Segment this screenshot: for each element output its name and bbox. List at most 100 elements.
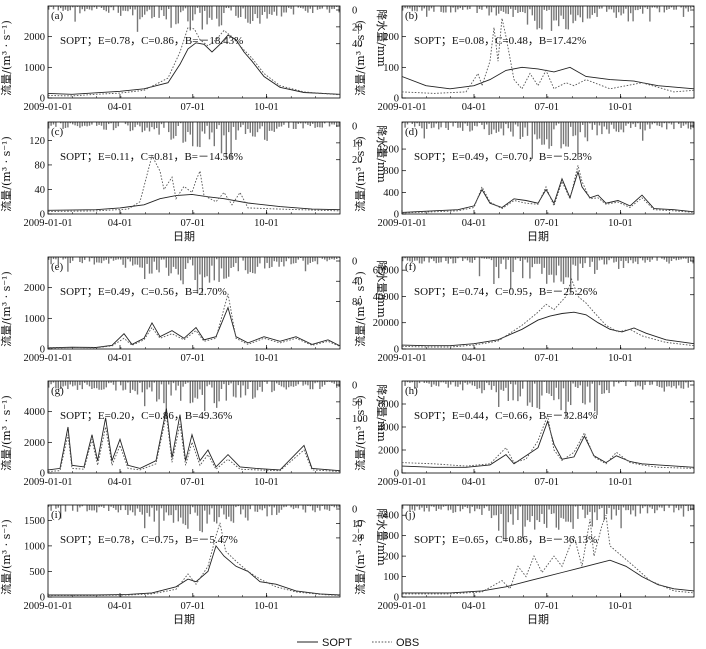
precip-bar (630, 6, 632, 14)
precip-bar (538, 505, 541, 522)
precip-bar (562, 381, 565, 389)
precip-bar (62, 257, 64, 260)
precip-bar (464, 257, 466, 259)
precip-bar (570, 505, 572, 523)
precip-bar (409, 6, 411, 9)
precip-bar (567, 381, 569, 402)
precip-bar (512, 122, 514, 137)
precip-bar (454, 381, 457, 387)
precip-bar (596, 257, 598, 270)
precip-bar (452, 257, 454, 264)
precip-bar (120, 381, 122, 386)
precip-bar (584, 381, 586, 405)
stats-annotation: SOPT；E=0.49，C=0.56，B=2.70% (60, 286, 227, 298)
precip-bar (81, 122, 83, 127)
y-axis-label: 流量/(m³ · s⁻¹) (353, 136, 367, 211)
precip-bar (553, 6, 555, 21)
precip-bar (565, 122, 567, 147)
precip-bar (199, 6, 201, 13)
precip-bar (259, 505, 261, 510)
precip-bar (295, 257, 297, 264)
precip-bar (206, 122, 208, 126)
precip-bar (469, 505, 471, 514)
precip-bar (228, 505, 230, 517)
precip-bar (596, 381, 598, 416)
precip-bar (295, 122, 297, 129)
precip-bar (478, 257, 481, 277)
precip-bar (201, 6, 203, 30)
precip-bar (682, 505, 685, 517)
precip-bar (141, 381, 143, 393)
precip-bar (462, 6, 464, 10)
precip-bar (220, 6, 223, 26)
precip-bar (254, 257, 256, 274)
precip-bar (182, 381, 184, 387)
precip-bar (502, 122, 505, 136)
precip-bar (454, 505, 457, 513)
precip-bar (546, 122, 548, 140)
x-tick-label: 2009-01-01 (378, 353, 427, 364)
precip-bar (285, 6, 287, 13)
precip-bar (208, 257, 211, 283)
precip-bar (430, 6, 433, 9)
precip-bar (249, 505, 251, 510)
precip-bar (615, 122, 617, 132)
precip-tick-label: 50 (352, 397, 363, 408)
panel-label: (j) (405, 509, 416, 521)
precip-bar (493, 381, 495, 386)
x-tick-label: 10-01 (608, 102, 633, 113)
precip-bar (324, 505, 326, 510)
precip-bar (416, 6, 418, 12)
precip-bar (189, 381, 191, 404)
precip-bar (502, 257, 505, 260)
precip-bar (115, 381, 117, 391)
precip-bar (96, 505, 98, 513)
precip-bar (488, 122, 490, 136)
y-tick-label: 400 (383, 511, 399, 522)
precip-bar (271, 257, 273, 267)
precip-bar (247, 257, 249, 274)
precip-bar (129, 6, 131, 10)
precip-bar (634, 381, 637, 387)
precip-bar (280, 257, 283, 262)
precip-bar (307, 6, 309, 13)
precip-bar (423, 381, 425, 383)
precip-bar (283, 257, 285, 267)
precip-bar (680, 122, 682, 128)
precip-bar (483, 505, 485, 509)
precip-bar (180, 505, 182, 518)
precip-bar (112, 6, 115, 11)
precip-bar (64, 505, 67, 512)
precip-bar (79, 122, 81, 128)
precip-bar (276, 505, 278, 515)
precip-bar (91, 381, 93, 390)
y-tick-label: 80 (35, 160, 46, 171)
precip-bar (55, 122, 57, 127)
precip-bar (428, 6, 430, 11)
precip-bar (314, 381, 316, 384)
precip-bar (447, 122, 449, 130)
precip-bar (223, 122, 225, 136)
precip-bar (146, 6, 148, 12)
precip-bar (249, 381, 251, 383)
x-tick-label: 10-01 (254, 601, 279, 612)
precip-bar (596, 122, 598, 136)
precip-bar (512, 257, 514, 273)
precip-bar (273, 6, 275, 12)
y-axis-label: 流量/(m³ · s⁻¹) (0, 20, 13, 95)
precip-bar (309, 122, 311, 127)
precip-bar (110, 122, 112, 124)
precip-bar (663, 257, 665, 260)
precip-bar (514, 505, 517, 509)
precip-bar (297, 6, 299, 8)
precip-bar (321, 381, 323, 387)
x-tick-label: 10-01 (608, 218, 633, 229)
precip-bar (541, 505, 543, 514)
precip-bar (158, 257, 160, 273)
y-tick-label: 0 (40, 593, 45, 604)
precip-bar (208, 122, 211, 140)
precip-bar (534, 505, 536, 530)
precip-bar (522, 381, 524, 389)
precip-bar (168, 257, 170, 276)
precip-bar (673, 381, 675, 387)
